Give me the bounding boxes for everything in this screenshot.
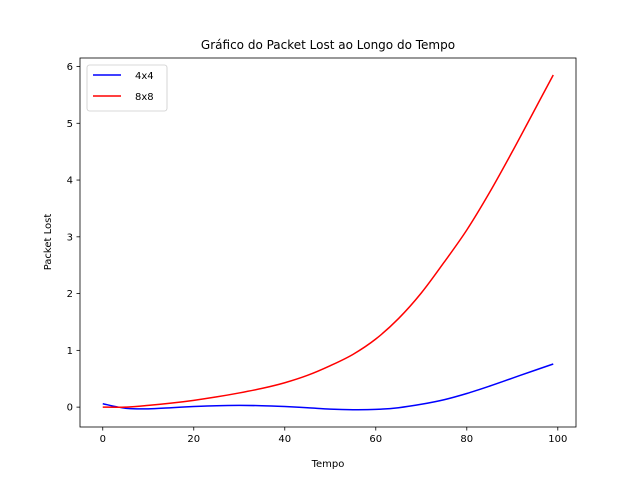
legend-label-8x8: 8x8 [135,92,154,103]
legend-box [86,64,168,112]
chart-title: Gráfico do Packet Lost ao Longo do Tempo [201,38,455,52]
y-axis-label: Packet Lost [43,214,54,271]
x-tick-label: 100 [548,434,567,445]
y-tick-label: 4 [67,176,73,187]
axis-ticks: 0 20 40 60 80 100 0 1 2 3 4 5 6 [67,62,568,445]
series-line-4x4 [102,363,554,411]
x-tick-label: 60 [369,434,382,445]
legend: 4x4 8x8 [86,64,168,112]
y-tick-label: 3 [67,232,73,243]
x-tick-label: 0 [100,434,106,445]
y-tick-label: 1 [67,346,73,357]
x-tick-label: 20 [187,434,200,445]
y-tick-label: 5 [67,119,73,130]
x-tick-label: 80 [460,434,473,445]
plot-area [102,74,554,411]
legend-label-4x4: 4x4 [135,71,154,82]
series-line-8x8 [102,74,554,409]
x-tick-label: 40 [278,434,291,445]
y-tick-label: 2 [67,289,73,300]
y-tick-label: 0 [67,403,73,414]
axes-frame [79,57,577,428]
x-axis-label: Tempo [311,459,345,470]
y-tick-label: 6 [67,62,73,73]
